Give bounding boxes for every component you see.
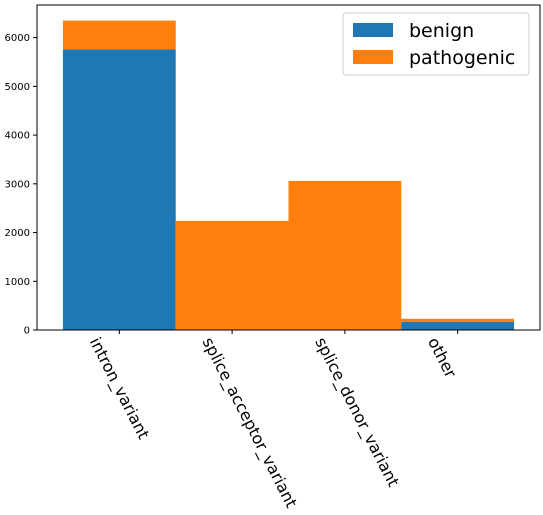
bar-benign-other [401, 321, 515, 330]
y-tick-label: 1000 [5, 277, 30, 288]
legend-swatch-benign [353, 23, 393, 37]
bar-pathogenic-splice-donor-variant [288, 180, 402, 330]
x-tick-label-intron-variant: intron_variant [85, 334, 153, 442]
legend-label-benign: benign [409, 20, 474, 42]
x-tick-label-splice-acceptor-variant: splice_acceptor_variant [198, 334, 301, 511]
bar-pathogenic-intron-variant [62, 20, 176, 50]
bar-pathogenic-other [401, 318, 515, 322]
x-tick-label-other: other [424, 334, 460, 381]
x-category-labels: intron_variant splice_acceptor_variant spl… [85, 330, 461, 511]
bar-benign-intron-variant [62, 49, 176, 330]
bars-layer [62, 20, 515, 330]
x-tick-label-splice-donor-variant: splice_donor_variant [310, 334, 403, 490]
y-tick-label: 6000 [5, 33, 30, 44]
y-tick-label: 2000 [5, 228, 30, 239]
legend-label-pathogenic: pathogenic [409, 47, 515, 69]
y-tick-label: 5000 [5, 82, 30, 93]
plot-frame [36, 4, 541, 331]
y-tick-label: 0 [24, 326, 30, 337]
bar-pathogenic-splice-acceptor-variant [175, 220, 289, 330]
y-tick-label: 4000 [5, 131, 30, 142]
y-tick-label: 3000 [5, 179, 30, 190]
axes-layer [36, 4, 541, 331]
y-ticks: 0 1000 2000 3000 4000 5000 6000 [5, 33, 37, 337]
legend-swatch-pathogenic [353, 50, 393, 64]
legend: benign pathogenic [342, 12, 530, 76]
